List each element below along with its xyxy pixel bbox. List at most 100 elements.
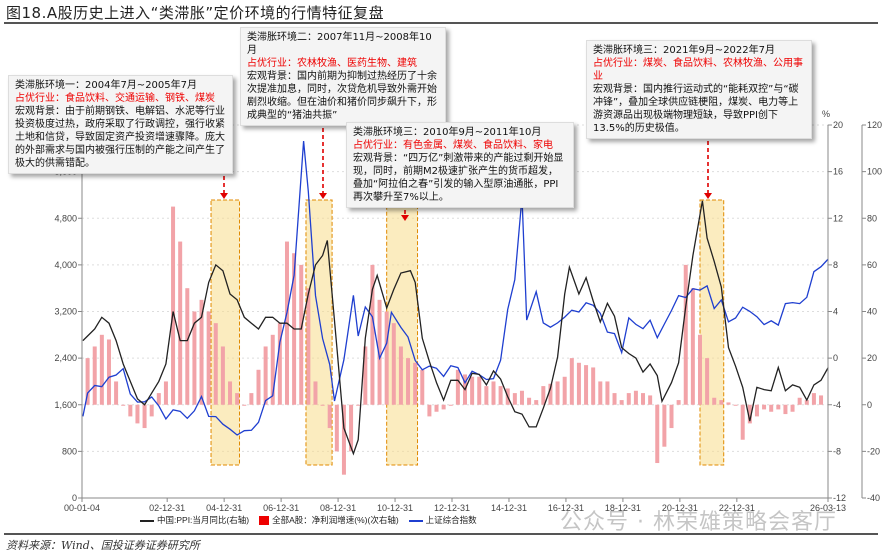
profit-bar	[719, 400, 724, 405]
legend-label: 全部A股：净利润增速(%)(次右轴)	[272, 515, 399, 525]
arrow-head-icon	[704, 193, 712, 199]
callout-period-2: 类滞胀环境二：2007年11月~2008年10月 占优行业：农林牧渔、医药生物、…	[240, 27, 446, 126]
x-tick-label: 26-03-13	[810, 503, 846, 513]
x-tick-label: 14-12-31	[491, 503, 527, 513]
ppi-line	[82, 200, 829, 456]
profit-bar	[85, 358, 90, 405]
profit-bar	[135, 404, 140, 424]
arrow-head-icon	[401, 215, 409, 221]
title-divider	[4, 22, 878, 24]
profit-bar	[612, 393, 617, 405]
profit-bar	[534, 400, 539, 405]
arrow-head-icon	[220, 193, 228, 199]
profit-bar	[306, 288, 311, 405]
profit-bar	[819, 395, 824, 405]
x-tick-label: 00-01-04	[64, 503, 100, 513]
legend-label: 中国:PPI:当月同比(右轴)	[157, 515, 250, 525]
profit-tick-label: -40	[867, 493, 880, 503]
profit-bar	[648, 395, 653, 405]
profit-bar	[576, 362, 581, 405]
profit-bar	[334, 404, 339, 452]
callout-sectors: 占优行业：煤炭、食品饮料、农林牧渔、公用事业	[593, 58, 803, 82]
ppi-tick-label: 8	[833, 260, 838, 270]
profit-bar	[633, 390, 638, 405]
profit-bar	[427, 404, 432, 417]
profit-bar	[690, 288, 695, 405]
profit-bar	[740, 404, 745, 440]
profit-bar	[626, 393, 631, 405]
chart-lines	[82, 141, 829, 456]
x-tick-label: 20-12-31	[662, 503, 698, 513]
profit-tick-label: 100	[867, 167, 882, 177]
legend-item-profit: 全部A股：净利润增速(%)(次右轴)	[259, 515, 399, 526]
profit-bar	[192, 311, 197, 405]
profit-bar	[470, 376, 475, 405]
profit-bar	[683, 264, 688, 405]
profit-bar	[484, 386, 489, 405]
profit-bar	[491, 381, 496, 405]
profit-bar	[555, 381, 560, 405]
profit-bar	[697, 334, 702, 405]
x-tick-label: 06-12-31	[263, 503, 299, 513]
profit-bar	[270, 334, 275, 405]
profit-bar	[320, 404, 325, 406]
profit-bar	[92, 346, 97, 405]
profit-bar	[733, 404, 738, 406]
profit-bar	[811, 393, 816, 405]
profit-bar	[149, 404, 154, 417]
profit-bar	[156, 393, 161, 405]
highlight-region	[386, 199, 419, 466]
ppi-tick-label: 16	[833, 167, 843, 177]
profit-bar	[171, 206, 176, 405]
profit-bar	[185, 288, 190, 405]
profit-bar	[619, 400, 624, 405]
left-tick-label: 2,400	[54, 353, 77, 363]
profit-bar	[655, 404, 660, 464]
profit-bar	[228, 381, 233, 405]
profit-bar	[797, 397, 802, 405]
ppi-tick-label: 12	[833, 213, 843, 223]
profit-bar	[783, 404, 788, 415]
ppi-tick-label: -12	[833, 493, 846, 503]
profit-bar	[313, 381, 318, 405]
ppi-unit: %	[822, 109, 830, 119]
profit-bar	[762, 404, 767, 410]
profit-bar	[413, 362, 418, 405]
ppi-tick-label: 20	[833, 120, 843, 130]
profit-bar	[256, 369, 261, 405]
profit-bar	[128, 404, 133, 417]
profit-bar	[349, 404, 354, 452]
profit-bar	[220, 346, 225, 405]
profit-bar	[341, 404, 346, 475]
x-tick-label: 12-12-31	[434, 503, 470, 513]
profit-bar	[498, 386, 503, 405]
profit-tick-label: 20	[867, 353, 877, 363]
profit-bar	[705, 358, 710, 405]
callout-body: 宏观背景：“四万亿”刺激带来的产能过剩开始显现，同时，前期M2极速扩张产生的货币…	[353, 153, 564, 203]
x-tick-label: 10-12-31	[377, 503, 413, 513]
profit-tick-label: 0	[867, 400, 872, 410]
highlight-region	[699, 199, 725, 466]
profit-bar	[605, 381, 610, 405]
x-tick-label: 04-12-31	[206, 503, 242, 513]
profit-bar	[114, 381, 119, 405]
profit-bar	[356, 404, 361, 406]
profit-bar	[391, 323, 396, 405]
profit-bar	[242, 404, 247, 406]
callout-period-4: 类滞胀环境三：2021年9月~2022年7月 占优行业：煤炭、食品饮料、农林牧渔…	[586, 40, 812, 139]
legend-swatch-index	[408, 519, 423, 522]
profit-bar	[99, 334, 104, 405]
callout-sectors: 占优行业：农林牧渔、医药生物、建筑	[247, 58, 417, 69]
callout-body: 宏观背景：国内推行运动式的“能耗双控”与“碳冲锋”，叠加全球供应链梗阻，煤炭、电…	[593, 84, 799, 134]
left-tick-label: 800	[62, 446, 77, 456]
profit-bar	[726, 402, 731, 405]
callout-arrows	[220, 128, 712, 221]
profit-bar	[512, 393, 517, 405]
profit-bar	[235, 393, 240, 405]
profit-bar	[541, 386, 546, 405]
profit-bar	[662, 404, 667, 447]
legend-swatch-profit	[259, 516, 270, 526]
profit-tick-label: 80	[867, 213, 877, 223]
profit-tick-label: -20	[867, 446, 880, 456]
profit-bar	[804, 400, 809, 405]
